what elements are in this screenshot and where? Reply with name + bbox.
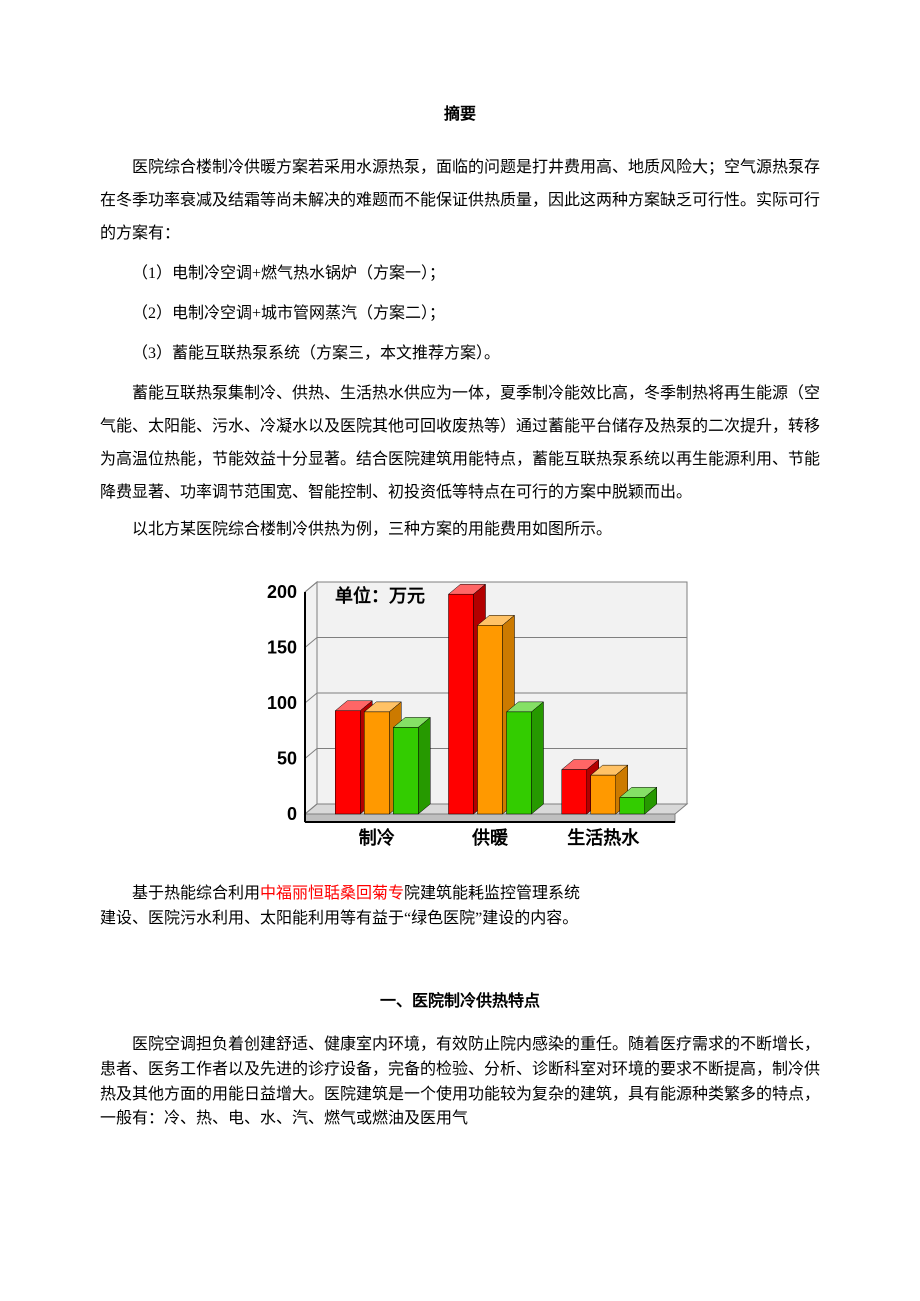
p4-pre: 基于热能综合利用 (132, 885, 260, 902)
paragraph-intro: 医院综合楼制冷供暖方案若采用水源热泵，面临的问题是打井费用高、地质风险大；空气源… (100, 152, 820, 250)
option-3: （3）蓄能互联热泵系统（方案三，本文推荐方案）。 (100, 338, 820, 370)
abstract-heading: 摘要 (100, 100, 820, 124)
chart-svg: 0 50 100 150 200 制冷 供暖 生活热水 单位：万元 (225, 574, 695, 874)
svg-text:制冷: 制冷 (359, 827, 395, 848)
paragraph-3: 以北方某医院综合楼制冷供热为例，三种方案的用能费用如图所示。 (100, 514, 820, 547)
svg-text:供暖: 供暖 (471, 827, 509, 848)
paragraph-5: 建设、医院污水利用、太阳能利用等有益于“绿色医院”建设的内容。 (100, 907, 820, 932)
svg-text:单位：万元: 单位：万元 (335, 585, 425, 606)
option-1: （1）电制冷空调+燃气热水锅炉（方案一）； (100, 258, 820, 290)
svg-text:生活热水: 生活热水 (567, 827, 640, 848)
paragraph-6: 医院空调担负着创建舒适、健康室内环境，有效防止院内感染的重任。随着医疗需求的不断… (100, 1033, 820, 1132)
svg-text:200: 200 (267, 582, 297, 602)
svg-text:100: 100 (267, 693, 297, 713)
paragraph-2: 蓄能互联热泵集制冷、供热、生活热水供应为一体，夏季制冷能效比高，冬季制热将再生能… (100, 378, 820, 509)
page: 摘要 医院综合楼制冷供暖方案若采用水源热泵，面临的问题是打井费用高、地质风险大；… (0, 0, 920, 1301)
svg-text:50: 50 (277, 749, 297, 769)
svg-text:150: 150 (267, 638, 297, 658)
paragraph-4: 基于热能综合利用中福丽恒聒桑回菊专院建筑能耗监控管理系统 (100, 882, 820, 907)
p4-red-text: 中福丽恒聒桑回菊专 (260, 885, 404, 902)
p4-post: 院建筑能耗监控管理系统 (404, 885, 580, 902)
option-2: （2）电制冷空调+城市管网蒸汽（方案二）； (100, 298, 820, 330)
svg-text:0: 0 (287, 804, 297, 824)
section-1-heading: 一、医院制冷供热特点 (100, 987, 820, 1011)
cost-bar-chart: 0 50 100 150 200 制冷 供暖 生活热水 单位：万元 (225, 574, 695, 874)
